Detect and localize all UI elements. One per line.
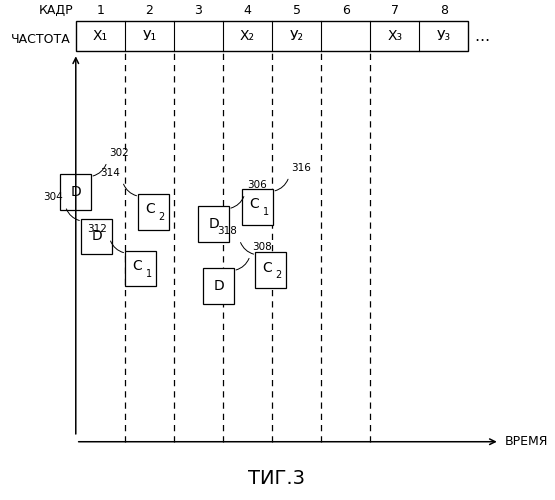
Text: 3: 3 [195, 4, 203, 18]
Text: 306: 306 [248, 180, 267, 190]
Text: 5: 5 [292, 4, 301, 18]
Text: 7: 7 [391, 4, 399, 18]
Text: …: … [475, 28, 490, 44]
Text: КАДР: КАДР [38, 4, 73, 18]
FancyBboxPatch shape [255, 252, 286, 288]
Text: 312: 312 [87, 224, 107, 234]
Text: 318: 318 [217, 226, 237, 236]
Text: C: C [249, 198, 259, 211]
FancyBboxPatch shape [125, 251, 157, 286]
Text: C: C [132, 259, 142, 273]
Text: D: D [208, 217, 219, 231]
Text: У₁: У₁ [142, 29, 157, 43]
Text: D: D [91, 230, 102, 243]
FancyBboxPatch shape [203, 268, 234, 304]
Text: 1: 1 [145, 268, 152, 278]
Text: У₃: У₃ [437, 29, 451, 43]
Text: 308: 308 [253, 242, 273, 252]
Text: 2: 2 [275, 270, 282, 280]
Text: Х₃: Х₃ [387, 29, 402, 43]
Text: 316: 316 [291, 162, 311, 172]
Text: 4: 4 [244, 4, 251, 18]
Text: 2: 2 [145, 4, 153, 18]
Text: Х₁: Х₁ [93, 29, 108, 43]
Text: D: D [70, 185, 81, 199]
Text: 2: 2 [159, 212, 165, 222]
Text: 302: 302 [109, 148, 129, 158]
FancyBboxPatch shape [76, 22, 468, 51]
Text: ΤИГ.3: ΤИГ.3 [248, 470, 305, 488]
Text: 314: 314 [100, 168, 120, 177]
FancyBboxPatch shape [198, 206, 229, 242]
FancyBboxPatch shape [81, 218, 112, 254]
Text: C: C [263, 260, 272, 274]
Text: 8: 8 [440, 4, 448, 18]
Text: ЧАСТОТА: ЧАСТОТА [11, 33, 70, 46]
Text: 1: 1 [97, 4, 104, 18]
Text: ВРЕМЯ: ВРЕМЯ [505, 435, 548, 448]
Text: У₂: У₂ [290, 29, 304, 43]
Text: D: D [214, 279, 224, 293]
Text: 6: 6 [342, 4, 350, 18]
Text: Х₂: Х₂ [240, 29, 255, 43]
Text: C: C [145, 202, 155, 216]
FancyBboxPatch shape [138, 194, 169, 230]
Text: 304: 304 [43, 192, 63, 202]
FancyBboxPatch shape [242, 189, 274, 224]
Text: 1: 1 [263, 206, 269, 216]
FancyBboxPatch shape [60, 174, 92, 210]
